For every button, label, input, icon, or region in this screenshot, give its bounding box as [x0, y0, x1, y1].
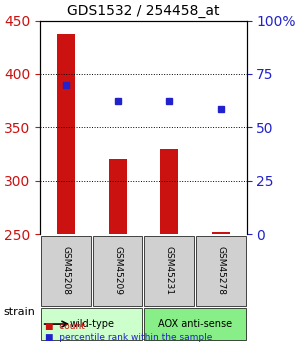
Bar: [57, 34, 75, 234]
Bar: [160, 149, 178, 234]
Text: strain: strain: [3, 307, 35, 317]
FancyBboxPatch shape: [41, 236, 91, 306]
FancyBboxPatch shape: [144, 308, 246, 340]
Bar: [109, 159, 127, 234]
FancyBboxPatch shape: [144, 236, 194, 306]
Text: AOX anti-sense: AOX anti-sense: [158, 319, 232, 329]
FancyBboxPatch shape: [41, 308, 142, 340]
Text: ■  count: ■ count: [45, 322, 85, 331]
Text: GSM45231: GSM45231: [165, 246, 174, 295]
FancyBboxPatch shape: [196, 236, 246, 306]
Bar: [212, 232, 230, 234]
FancyBboxPatch shape: [93, 236, 142, 306]
Title: GDS1532 / 254458_at: GDS1532 / 254458_at: [67, 4, 220, 18]
Text: GSM45209: GSM45209: [113, 246, 122, 295]
Text: wild-type: wild-type: [69, 319, 114, 329]
Text: ■  percentile rank within the sample: ■ percentile rank within the sample: [45, 333, 212, 342]
Text: GSM45208: GSM45208: [61, 246, 70, 295]
Text: GSM45278: GSM45278: [216, 246, 225, 295]
